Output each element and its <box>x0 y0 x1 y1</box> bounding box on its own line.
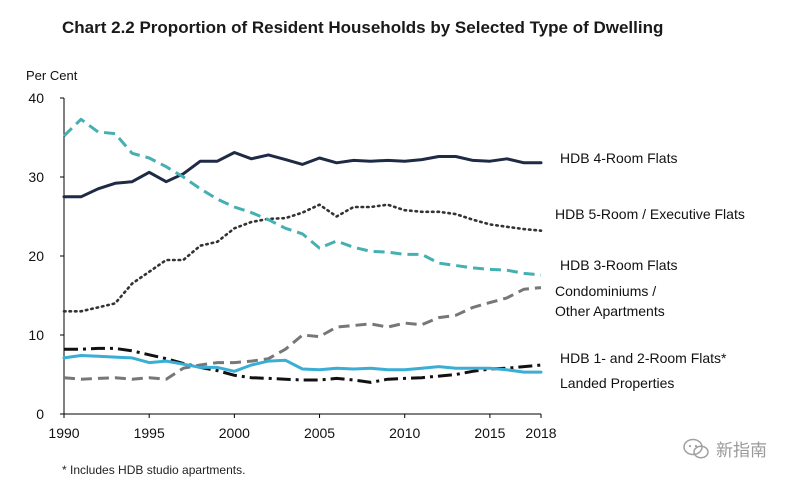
series-line-0 <box>62 151 543 199</box>
series-line-2 <box>62 117 542 277</box>
x-tick-label: 1995 <box>134 425 165 441</box>
series-label-5: Landed Properties <box>560 375 674 391</box>
series-label-4: HDB 1- and 2-Room Flats* <box>560 350 727 366</box>
y-axis-label: Per Cent <box>26 68 78 83</box>
y-tick-label: 0 <box>36 406 44 422</box>
series-line-3 <box>63 286 542 381</box>
y-tick-label: 20 <box>28 248 44 264</box>
x-tick-label: 1990 <box>48 425 79 441</box>
chart-title: Chart 2.2 Proportion of Resident Househo… <box>62 18 664 37</box>
y-tick-label: 40 <box>28 90 44 106</box>
series-labels: HDB 4-Room Flats HDB 5-Room / Executive F… <box>555 150 745 391</box>
x-tick-label: 2005 <box>304 425 335 441</box>
series-label-3-line2: Other Apartments <box>555 303 665 319</box>
series-label-2: HDB 3-Room Flats <box>560 257 677 273</box>
y-tick-label: 30 <box>28 169 44 185</box>
series-group <box>62 117 543 384</box>
axes: 0 10 20 30 40 1990 1995 2000 2005 2010 2015 2018 <box>28 90 556 441</box>
x-tick-label: 2010 <box>389 425 420 441</box>
series-line-4 <box>64 346 542 384</box>
series-line-5 <box>62 354 543 374</box>
y-tick-label: 10 <box>28 327 44 343</box>
x-tick-label: 2018 <box>525 425 556 441</box>
footnote: * Includes HDB studio apartments. <box>62 463 246 477</box>
series-label-1: HDB 5-Room / Executive Flats <box>555 206 745 222</box>
x-tick-label: 2000 <box>219 425 250 441</box>
wechat-logo-icon <box>683 438 709 459</box>
series-label-0: HDB 4-Room Flats <box>560 150 677 166</box>
series-line-1 <box>62 203 543 313</box>
series-label-3: Condominiums / <box>555 283 656 299</box>
watermark: 新指南 <box>682 436 767 461</box>
x-tick-label: 2015 <box>474 425 505 441</box>
watermark-text: 新指南 <box>716 441 767 460</box>
